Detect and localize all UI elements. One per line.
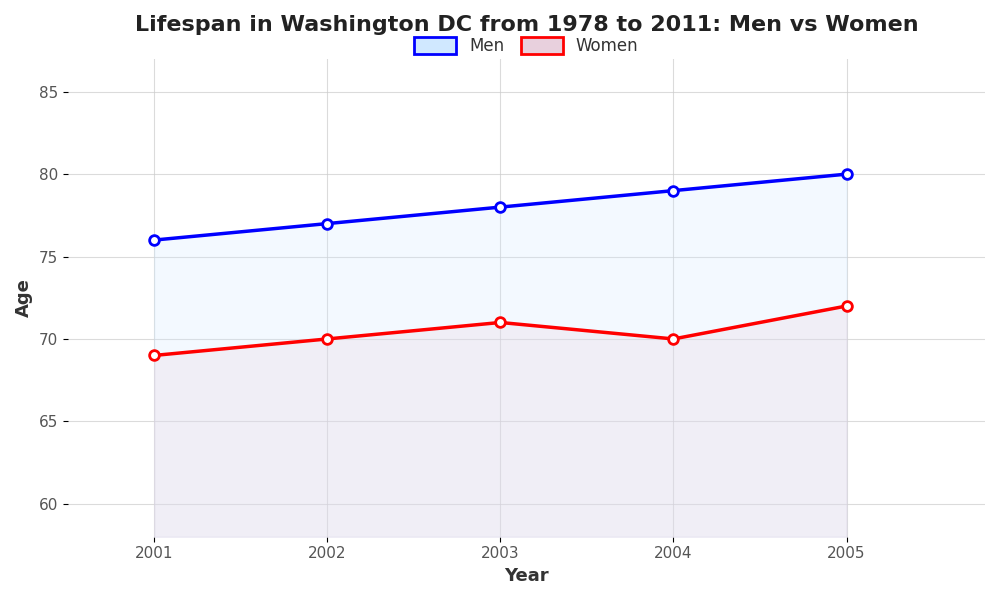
Y-axis label: Age: Age — [15, 278, 33, 317]
X-axis label: Year: Year — [504, 567, 549, 585]
Legend: Men, Women: Men, Women — [406, 29, 647, 64]
Title: Lifespan in Washington DC from 1978 to 2011: Men vs Women: Lifespan in Washington DC from 1978 to 2… — [135, 15, 918, 35]
